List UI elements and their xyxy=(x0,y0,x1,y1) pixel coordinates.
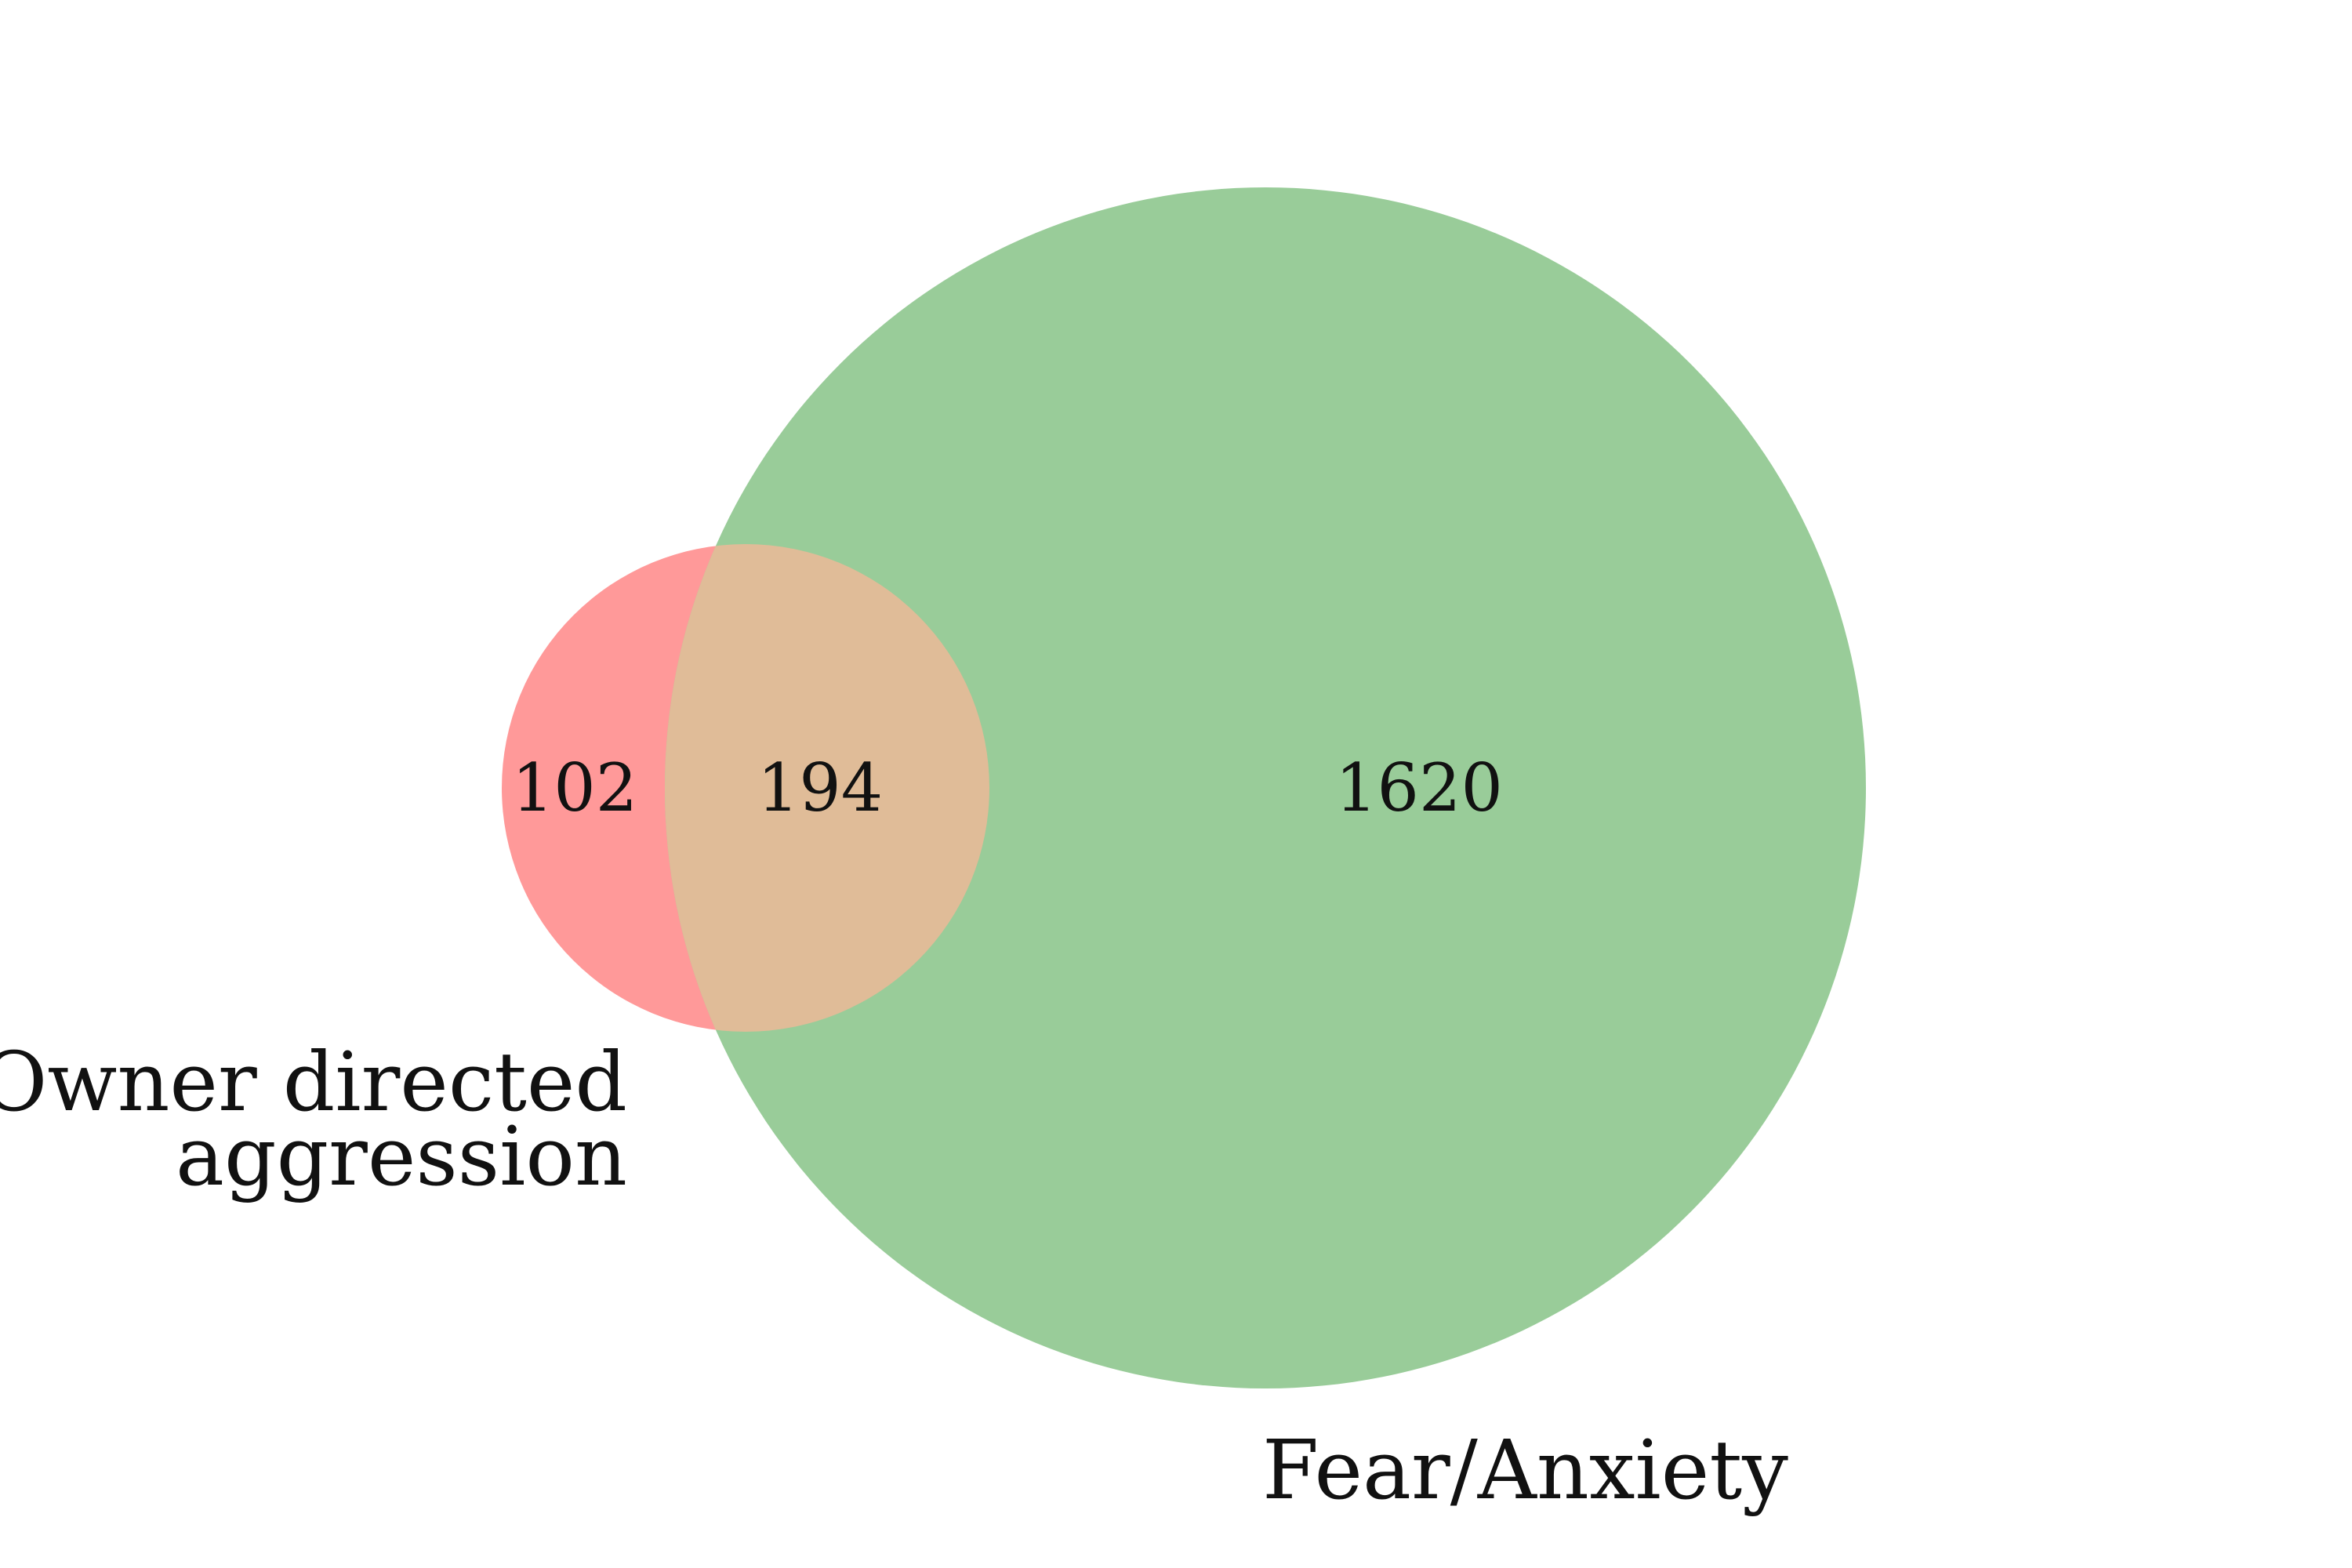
count-intersection: 194 xyxy=(757,750,883,826)
count-fear-only: 1620 xyxy=(1335,750,1503,826)
circle-fear-anxiety xyxy=(665,187,1866,1388)
label-owner-directed-aggression-line1: Owner directed xyxy=(0,1034,627,1130)
label-fear-anxiety: Fear/Anxiety xyxy=(1262,1422,1788,1518)
count-owner-only: 102 xyxy=(512,750,637,826)
label-owner-directed-aggression-line2: aggression xyxy=(176,1109,627,1204)
